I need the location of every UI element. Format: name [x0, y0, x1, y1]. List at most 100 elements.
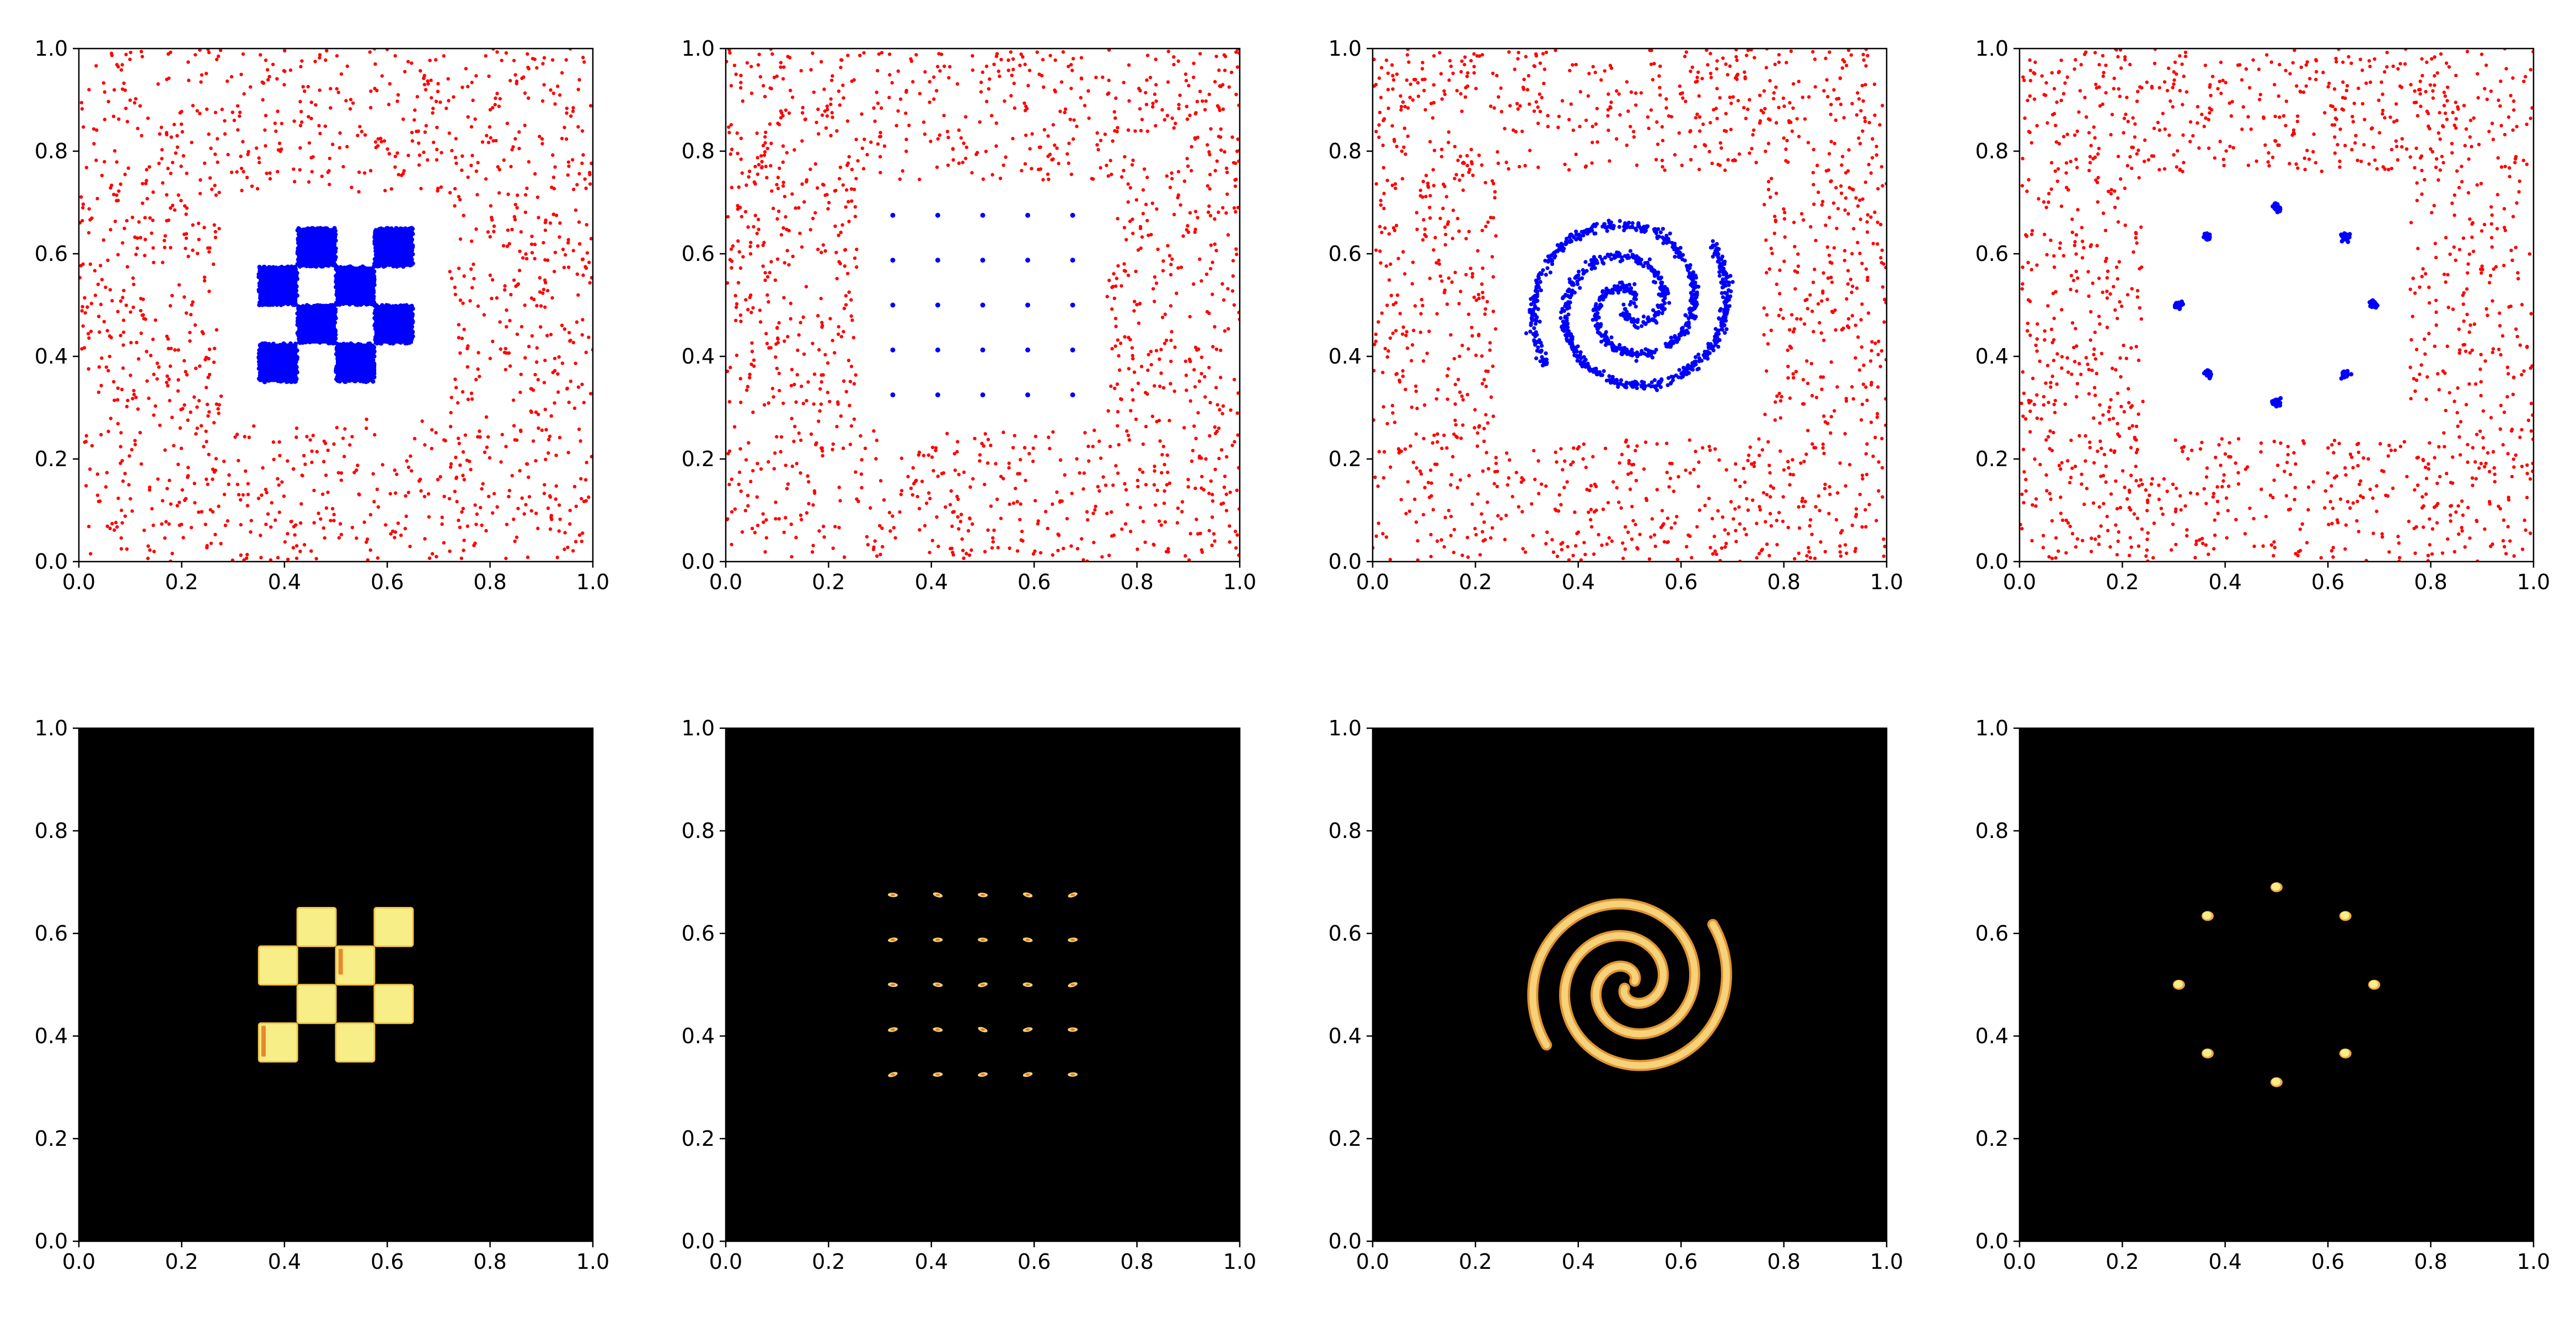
background-point: [978, 453, 982, 457]
background-point: [249, 530, 253, 534]
background-point: [138, 236, 143, 240]
background-point: [259, 556, 263, 559]
background-point: [738, 313, 743, 317]
background-point: [324, 58, 328, 62]
background-point: [565, 111, 569, 115]
background-point: [1209, 479, 1213, 483]
background-point: [165, 334, 169, 338]
background-point: [553, 250, 558, 254]
background-point: [211, 467, 215, 471]
background-point: [164, 520, 168, 524]
background-point: [232, 119, 237, 122]
background-point: [352, 471, 356, 474]
background-point: [318, 131, 322, 136]
background-point: [208, 176, 212, 180]
background-point: [487, 74, 491, 78]
background-point: [186, 418, 190, 422]
background-point: [404, 494, 408, 498]
background-point: [423, 537, 427, 541]
background-point: [215, 137, 219, 141]
background-point: [143, 216, 147, 220]
background-point: [122, 226, 126, 231]
background-point: [110, 298, 114, 303]
background-point: [266, 512, 270, 516]
background-point: [1166, 547, 1170, 551]
background-point: [173, 348, 177, 352]
background-point: [509, 292, 513, 297]
background-point: [264, 114, 268, 118]
background-point: [402, 169, 406, 173]
background-point: [776, 186, 780, 190]
background-point: [183, 403, 186, 407]
background-point: [507, 494, 511, 499]
background-point: [87, 367, 90, 371]
background-point: [195, 426, 199, 430]
background-point: [199, 178, 202, 182]
background-point: [175, 504, 179, 508]
background-point: [299, 120, 304, 124]
background-point: [192, 395, 196, 399]
background-point: [330, 142, 335, 146]
background-point: [558, 221, 562, 225]
background-point: [585, 461, 588, 465]
background-point: [469, 163, 473, 168]
background-point: [263, 128, 267, 132]
background-point: [434, 99, 438, 104]
background-point: [318, 88, 322, 92]
background-point: [540, 291, 545, 295]
background-point: [551, 91, 556, 95]
background-point: [318, 56, 322, 60]
background-point: [1100, 555, 1104, 559]
background-point: [875, 68, 880, 73]
background-point: [729, 122, 733, 127]
background-point: [160, 157, 164, 161]
background-point: [431, 140, 436, 145]
background-point: [131, 276, 135, 280]
target-square: [374, 305, 413, 344]
ticks: 0.0 0.2 0.4 0.6 0.8 1.00.00.20.40.60.81.0: [35, 36, 610, 594]
background-point: [215, 57, 219, 61]
background-point: [114, 521, 118, 525]
background-point: [466, 175, 470, 179]
background-point: [530, 250, 534, 255]
background-point: [527, 344, 531, 349]
background-point: [541, 62, 545, 66]
background-point: [553, 165, 557, 169]
background-point: [335, 54, 339, 58]
background-point: [997, 69, 1000, 73]
background-point: [104, 485, 108, 489]
background-point: [349, 98, 353, 102]
background-point: [1063, 473, 1067, 477]
background-point: [488, 456, 492, 460]
background-point: [536, 412, 540, 417]
background-point: [238, 114, 242, 118]
background-point: [215, 402, 219, 406]
background-point: [204, 355, 208, 360]
background-point: [566, 451, 570, 455]
x-tick-label: 0.4: [268, 570, 301, 594]
background-point: [476, 367, 480, 371]
background-point: [1131, 217, 1134, 221]
background-point: [252, 424, 256, 428]
background-point: [1145, 129, 1150, 134]
background-point: [394, 491, 398, 495]
background-point: [265, 490, 269, 495]
background-point: [241, 140, 245, 144]
background-point: [307, 115, 310, 119]
background-point: [523, 124, 527, 127]
background-point: [409, 469, 414, 473]
background-point: [756, 63, 761, 67]
background-point: [379, 136, 383, 141]
background-point: [892, 526, 896, 530]
background-point: [526, 65, 530, 70]
background-point: [153, 404, 158, 408]
background-point: [934, 446, 938, 450]
background-point: [223, 119, 227, 123]
background-point: [580, 161, 584, 166]
background-point: [203, 522, 207, 526]
background-point: [534, 459, 538, 463]
background-point: [273, 518, 277, 522]
background-point: [1047, 435, 1051, 439]
background-point: [458, 351, 462, 355]
background-point: [553, 401, 556, 405]
